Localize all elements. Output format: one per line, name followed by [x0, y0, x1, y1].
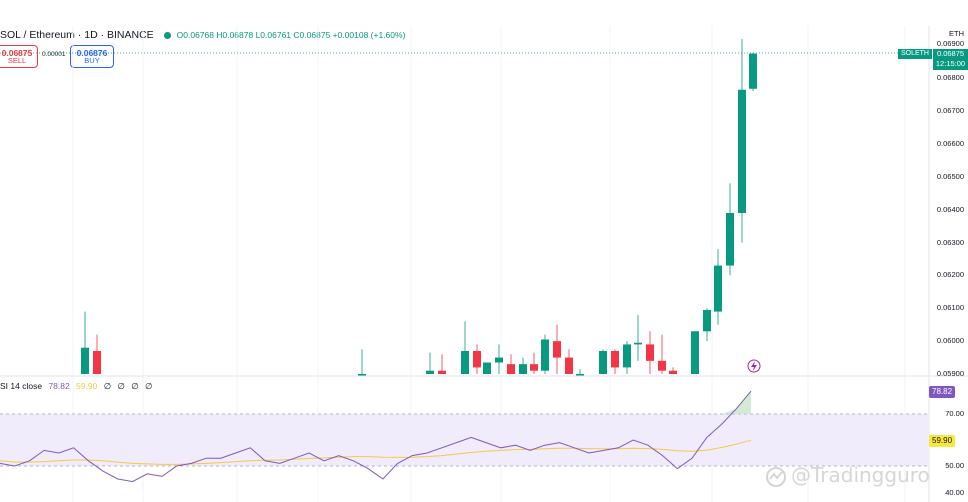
candle-body — [358, 374, 366, 376]
watermark: @Tradingguro — [765, 463, 930, 488]
candle-body — [507, 364, 515, 374]
candle-body — [519, 364, 527, 374]
candle-body — [691, 331, 699, 374]
candle-body — [576, 374, 584, 376]
rsi-layer — [0, 390, 752, 483]
candle-body — [611, 350, 619, 368]
rsi-axis-tick-label: 50.00 — [945, 461, 964, 470]
candle-body — [81, 347, 89, 374]
rsi-legend-name: SI 14 close — [0, 381, 43, 391]
candle-body — [530, 364, 538, 371]
rsi-legend-empty-values: ∅ ∅ ∅ ∅ — [103, 381, 155, 391]
candle-body — [669, 370, 677, 374]
symbol-tag: SOLETH — [898, 49, 932, 59]
price-axis-tick-label: 0.06400 — [936, 204, 964, 214]
price-axis-tick-label: 0.06100 — [936, 303, 964, 313]
candle-body — [738, 89, 746, 213]
candle-body — [658, 360, 666, 371]
candle-body — [461, 350, 469, 374]
candle-body — [473, 350, 481, 368]
rsi-legend[interactable]: SI 14 close 78.82 59.90 ∅ ∅ ∅ ∅ — [0, 381, 154, 392]
buy-button[interactable]: 0.06876 BUY — [70, 45, 114, 68]
rsi-axis-tick-label: 40.00 — [945, 488, 964, 497]
last-price-tag: 0.06875 12:15:00 — [933, 49, 968, 70]
top-toolbar-blank — [0, 0, 968, 26]
candle-body — [726, 212, 734, 266]
rsi-legend-ma: 59.90 — [76, 381, 98, 391]
candle-body — [703, 309, 711, 332]
candle-body — [749, 53, 757, 89]
market-open-dot-icon — [163, 31, 171, 39]
spread-value: 0.00001 — [42, 51, 66, 58]
rsi-ma-line — [0, 439, 752, 465]
sell-label: SELL — [7, 55, 27, 65]
price-axis-tick-label: 0.06000 — [936, 336, 964, 346]
candle-body — [565, 357, 573, 374]
candle-body — [93, 350, 101, 374]
lightning-icon[interactable] — [747, 359, 761, 373]
candle-body — [541, 339, 549, 371]
rsi-legend-value: 78.82 — [48, 381, 70, 391]
rsi-ma-tag: 59.90 — [929, 435, 956, 447]
candle-body — [599, 350, 607, 374]
candle-body — [714, 265, 722, 312]
price-axis-tick-label: 0.06600 — [936, 138, 964, 148]
chart-header: SOL / Ethereum · 1D · BINANCE O0.06768 H… — [0, 27, 405, 43]
price-axis-tick-label: 0.06900 — [936, 39, 964, 48]
buy-price: 0.06876 — [76, 47, 108, 58]
watermark-text: @Tradingguro — [791, 463, 930, 487]
last-price: 0.06875 — [936, 49, 965, 58]
sell-price: 0.06875 — [1, 47, 33, 58]
sell-button[interactable]: 0.06875 SELL — [0, 45, 38, 68]
candle-body — [495, 357, 503, 363]
price-axis-tick-label: 0.05900 — [936, 369, 964, 378]
symbol-title[interactable]: SOL / Ethereum · 1D · BINANCE — [0, 29, 154, 41]
watermark-logo-icon — [766, 466, 786, 487]
candle-body — [426, 370, 434, 374]
candles-layer — [81, 38, 757, 376]
price-axis-tick-label: 0.06200 — [936, 270, 964, 280]
price-axis-tick-label: 0.06500 — [936, 171, 964, 181]
rsi-axis-tick-label: 70.00 — [945, 409, 964, 418]
candle-body — [438, 370, 446, 374]
buy-label: BUY — [84, 55, 100, 65]
candle-body — [553, 341, 561, 358]
candle-body — [483, 362, 491, 374]
price-axis-tick-label: 0.06300 — [936, 237, 964, 247]
price-axis-tick-label: 0.06700 — [936, 106, 964, 116]
price-axis-currency: ETH — [949, 29, 964, 38]
bar-countdown: 12:15:00 — [935, 59, 966, 68]
rsi-line — [0, 390, 752, 483]
candle-body — [646, 344, 654, 361]
candle-body — [623, 344, 631, 368]
rsi-value-tag: 78.82 — [929, 386, 956, 398]
ohlc-readout: O0.06768 H0.06878 L0.06761 C0.06875 +0.0… — [176, 30, 406, 40]
candle-body — [634, 342, 642, 345]
price-axis-tick-label: 0.06800 — [936, 73, 964, 83]
rsi-overbought-fill — [706, 391, 751, 414]
